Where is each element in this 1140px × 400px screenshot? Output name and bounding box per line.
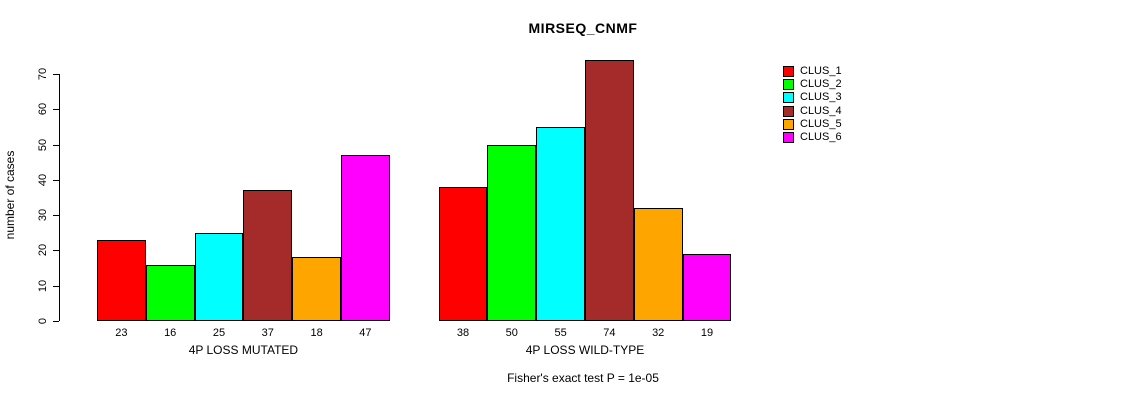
bar-value-label: 74	[603, 327, 616, 339]
bar-value-label: 18	[310, 327, 323, 339]
bar-value-label: 23	[115, 327, 128, 339]
legend-label-clus_3: CLUS_3	[800, 91, 842, 104]
legend-swatch-clus_1	[783, 66, 794, 77]
y-tick-label: 50	[37, 138, 49, 151]
legend-swatch-clus_3	[783, 92, 794, 104]
legend-label-clus_2: CLUS_2	[800, 78, 842, 91]
bar-clus_5-group2	[633, 208, 683, 321]
bar-clus_1-group1	[97, 239, 146, 321]
legend-swatch-clus_4	[783, 105, 794, 117]
bar-clus_6-group1	[341, 155, 390, 321]
group-label-wild-type: 4P LOSS WILD-TYPE	[525, 343, 645, 357]
bar-value-label: 32	[652, 327, 665, 339]
bar-value-label: 19	[700, 327, 714, 339]
bar-clus_2-group2	[487, 144, 537, 321]
bar-value-label: 50	[505, 327, 518, 339]
y-tick-label: 20	[37, 244, 49, 257]
bar-clus_4-group2	[585, 59, 634, 321]
y-tick-mark	[53, 321, 59, 322]
caption: Fisher's exact test P = 1e-05	[507, 371, 659, 385]
y-tick-mark	[53, 215, 59, 217]
y-tick-mark	[53, 144, 59, 146]
y-tick-mark	[53, 250, 59, 252]
y-axis-line	[59, 74, 60, 321]
bar-clus_2-group1	[145, 264, 195, 321]
bar-clus_6-group2	[682, 253, 732, 321]
bar-clus_3-group2	[536, 126, 585, 321]
bar-clus_5-group1	[292, 257, 341, 321]
chart-title: MIRSEQ_CNMF	[528, 20, 638, 36]
y-tick-label: 40	[37, 173, 49, 186]
bar-clus_4-group1	[243, 190, 293, 321]
y-tick-label: 10	[37, 279, 49, 292]
bar-value-label: 47	[359, 327, 372, 339]
bar-clus_1-group2	[438, 186, 488, 321]
group-label-mutated: 4P LOSS MUTATED	[188, 343, 299, 357]
y-tick-label: 70	[37, 67, 49, 81]
legend-label-clus_1: CLUS_1	[800, 65, 842, 77]
legend-label-clus_5: CLUS_5	[800, 117, 842, 130]
y-tick-label: 60	[37, 103, 49, 116]
bar-value-label: 25	[212, 327, 226, 339]
legend-swatch-clus_2	[783, 79, 794, 91]
y-tick-mark	[53, 109, 59, 111]
y-tick-mark	[53, 285, 59, 287]
legend-swatch-clus_6	[783, 132, 794, 143]
y-axis-label: number of cases	[3, 150, 17, 240]
legend-label-clus_6: CLUS_6	[800, 131, 842, 143]
bar-clus_3-group1	[194, 232, 244, 321]
bar-value-label: 38	[456, 327, 470, 339]
bar-value-label: 37	[261, 327, 274, 339]
y-tick-mark	[53, 74, 59, 75]
y-tick-mark	[53, 179, 59, 181]
y-tick-label: 30	[37, 209, 49, 222]
legend-swatch-clus_5	[783, 118, 794, 130]
bar-value-label: 16	[164, 327, 177, 339]
legend-label-clus_4: CLUS_4	[800, 104, 842, 117]
bar-value-label: 55	[554, 327, 567, 339]
y-tick-label: 0	[37, 317, 49, 325]
